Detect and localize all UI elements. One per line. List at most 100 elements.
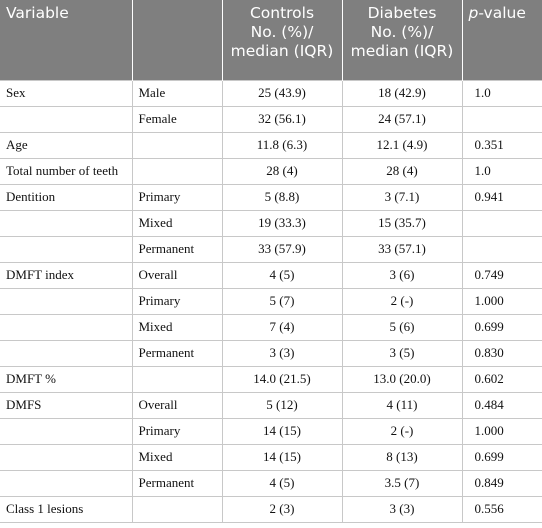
- header-text: Diabetes: [367, 4, 437, 22]
- cell-text: 33 (57.1): [378, 241, 426, 256]
- cell-text: 0.699: [474, 449, 504, 464]
- cell-text: 3 (3): [389, 501, 415, 516]
- cell-text: Class 1 lesions: [6, 501, 84, 516]
- table-cell: Overall: [131, 262, 223, 289]
- cell-text: Permanent: [138, 241, 195, 256]
- table-cell: Female: [131, 106, 223, 133]
- table-cell: Primary: [131, 288, 223, 315]
- table-cell: 14 (15): [221, 418, 343, 445]
- table-cell: 15 (35.7): [341, 210, 463, 237]
- table-cell: 3 (3): [221, 340, 343, 367]
- table-cell: Class 1 lesions: [0, 496, 133, 523]
- table-row: Mixed 14 (15) 8 (13) 0.699: [0, 444, 542, 471]
- table-row: DMFT % 14.0 (21.5) 13.0 (20.0) 0.602: [0, 366, 542, 393]
- table-cell: 3 (7.1): [341, 184, 463, 211]
- cell-text: 28 (4): [386, 163, 418, 178]
- cell-text: 14 (15): [263, 449, 301, 464]
- table-cell: Dentition: [0, 184, 133, 211]
- table-cell: [0, 470, 133, 497]
- header-text: No. (%)/: [370, 23, 434, 41]
- cell-text: 24 (57.1): [378, 111, 426, 126]
- cell-text: 1.0: [474, 85, 491, 100]
- cell-text: Sex: [6, 85, 26, 100]
- cell-text: 25 (43.9): [258, 85, 306, 100]
- table-cell: [0, 444, 133, 471]
- table-cell: 1.000: [461, 288, 542, 315]
- cell-text: 11.8 (6.3): [256, 137, 308, 152]
- table-cell: 0.849: [461, 470, 542, 497]
- cell-text: Male: [138, 85, 166, 100]
- cell-text: 4 (5): [269, 267, 295, 282]
- table-row: Total number of teeth 28 (4) 28 (4) 1.0: [0, 158, 542, 185]
- table-cell: [0, 106, 133, 133]
- table-cell: 0.941: [461, 184, 542, 211]
- cell-text: 3 (5): [389, 345, 415, 360]
- table-cell: 0.351: [461, 132, 542, 159]
- table-cell: 25 (43.9): [221, 80, 343, 107]
- table-cell: 2 (-): [341, 418, 463, 445]
- table-cell: [461, 210, 542, 237]
- table-cell: 0.602: [461, 366, 542, 393]
- table-cell: [0, 340, 133, 367]
- table-cell: 7 (4): [221, 314, 343, 341]
- cell-text: 0.830: [474, 345, 504, 360]
- table-cell: [131, 158, 223, 185]
- cell-text: 2 (-): [390, 293, 414, 308]
- header-text: median (IQR): [230, 42, 334, 60]
- cell-text: 1.0: [474, 163, 491, 178]
- table-cell: 28 (4): [341, 158, 463, 185]
- table-cell: 1.000: [461, 418, 542, 445]
- table-cell: [0, 210, 133, 237]
- table-cell: Mixed: [131, 444, 223, 471]
- cell-text: 0.699: [474, 319, 504, 334]
- table-cell: Male: [131, 80, 223, 107]
- cell-text: Mixed: [138, 319, 173, 334]
- table-cell: DMFS: [0, 392, 133, 419]
- header-cell: Controls No. (%)/median (IQR): [222, 0, 343, 81]
- cell-text: 7 (4): [269, 319, 295, 334]
- header-text: median (IQR): [350, 42, 454, 60]
- table-cell: 0.699: [461, 314, 542, 341]
- table-cell: 14 (15): [221, 444, 343, 471]
- table-row: Age 11.8 (6.3) 12.1 (4.9) 0.351: [0, 132, 542, 159]
- table-cell: Age: [0, 132, 133, 159]
- table-cell: 24 (57.1): [341, 106, 463, 133]
- table-cell: [461, 236, 542, 263]
- table-cell: [0, 418, 133, 445]
- cell-text: DMFT %: [6, 371, 56, 386]
- table-cell: 3 (6): [341, 262, 463, 289]
- header-text: Variable: [6, 4, 69, 22]
- table-row: Sex Male 25 (43.9) 18 (42.9) 1.0: [0, 80, 542, 107]
- table-cell: Mixed: [131, 314, 223, 341]
- cell-text: Mixed: [138, 449, 173, 464]
- table-row: Class 1 lesions 2 (3) 3 (3) 0.556: [0, 496, 542, 523]
- table-cell: Total number of teeth: [0, 158, 133, 185]
- cell-text: Primary: [138, 189, 181, 204]
- cell-text: 4 (11): [386, 397, 418, 412]
- cell-text: 19 (33.3): [258, 215, 306, 230]
- table-header: Variable Controls No. (%)/median (IQR) Di…: [0, 0, 542, 81]
- header-text: p: [468, 4, 479, 22]
- table-cell: 5 (8.8): [221, 184, 343, 211]
- table-row: Dentition Primary 5 (8.8) 3 (7.1) 0.941: [0, 184, 542, 211]
- header-text: -value: [478, 4, 526, 22]
- header-cell: Variable: [0, 0, 133, 81]
- cell-text: 0.749: [474, 267, 504, 282]
- table-cell: 0.484: [461, 392, 542, 419]
- cell-text: Total number of teeth: [6, 163, 119, 178]
- cell-text: 2 (3): [269, 501, 295, 516]
- cell-text: 0.602: [474, 371, 504, 386]
- cell-text: 0.351: [474, 137, 504, 152]
- cell-text: 32 (56.1): [258, 111, 306, 126]
- table-row: Permanent 33 (57.9) 33 (57.1): [0, 236, 542, 263]
- table-cell: [131, 132, 223, 159]
- table-cell: 33 (57.9): [221, 236, 343, 263]
- cell-text: 0.484: [474, 397, 504, 412]
- table-cell: Permanent: [131, 470, 223, 497]
- table-cell: Mixed: [131, 210, 223, 237]
- table-cell: 19 (33.3): [221, 210, 343, 237]
- table-cell: 33 (57.1): [341, 236, 463, 263]
- table-cell: Primary: [131, 418, 223, 445]
- table-cell: Sex: [0, 80, 133, 107]
- cell-text: 5 (7): [269, 293, 295, 308]
